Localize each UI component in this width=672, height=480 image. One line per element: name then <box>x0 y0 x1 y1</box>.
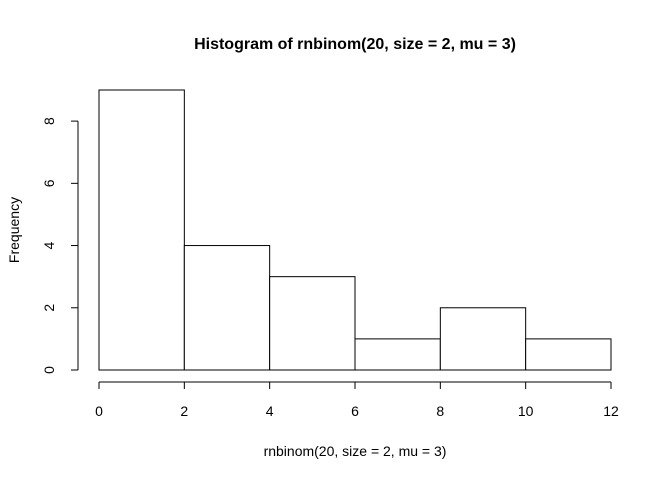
x-axis-label: rnbinom(20, size = 2, mu = 3) <box>264 443 447 459</box>
y-tick-label: 8 <box>41 117 57 125</box>
histogram-bar <box>439 307 527 371</box>
y-tick-label: 4 <box>41 241 57 249</box>
y-axis: 0 2 4 6 8 <box>41 117 79 374</box>
bars-group <box>98 89 612 371</box>
x-tick-label: 8 <box>436 403 444 419</box>
x-tick-label: 4 <box>266 403 274 419</box>
y-tick-label: 2 <box>41 304 57 312</box>
x-tick-label: 0 <box>95 403 103 419</box>
y-tick-label: 6 <box>41 179 57 187</box>
x-tick-label: 6 <box>351 403 359 419</box>
histogram-bar <box>525 338 612 371</box>
chart-title: Histogram of rnbinom(20, size = 2, mu = … <box>194 36 516 53</box>
x-tick-label: 12 <box>603 403 619 419</box>
histogram-bar <box>183 245 271 371</box>
histogram-bar <box>269 276 356 371</box>
x-tick-label: 2 <box>180 403 188 419</box>
y-axis-label: Frequency <box>6 197 22 263</box>
y-tick-label: 0 <box>41 366 57 374</box>
x-axis: 0 2 4 6 8 10 12 <box>95 381 619 419</box>
histogram-bar <box>354 338 441 371</box>
histogram-bar <box>98 89 185 371</box>
x-tick-label: 10 <box>518 403 534 419</box>
